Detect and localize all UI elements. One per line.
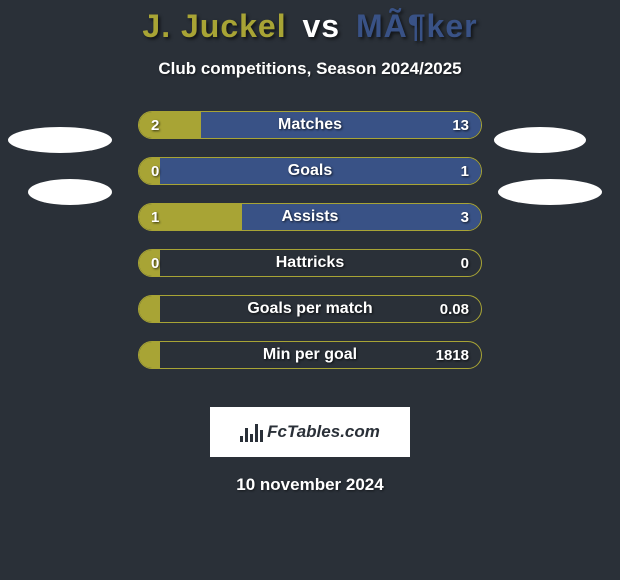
stat-value-player2: 1818 [436, 342, 469, 368]
stat-value-player1: 2 [151, 112, 159, 138]
stat-value-player2: 1 [461, 158, 469, 184]
stat-bar: 13Assists [138, 203, 482, 231]
logo-chart-icon [240, 422, 263, 442]
logo-box: FcTables.com [210, 407, 410, 457]
bar-fill-player2 [242, 204, 481, 230]
decorative-oval [498, 179, 602, 205]
player1-name: J. Juckel [142, 8, 286, 44]
subtitle: Club competitions, Season 2024/2025 [0, 59, 620, 79]
bar-fill-player1 [139, 296, 160, 322]
vs-label: vs [303, 8, 341, 44]
decorative-oval [494, 127, 586, 153]
stat-bar: 01Goals [138, 157, 482, 185]
bar-fill-player1 [139, 342, 160, 368]
stat-label: Hattricks [139, 250, 481, 276]
logo-text: FcTables.com [267, 422, 380, 442]
stat-value-player1: 1 [151, 204, 159, 230]
decorative-oval [8, 127, 112, 153]
date-text: 10 november 2024 [0, 475, 620, 495]
stat-value-player2: 0.08 [440, 296, 469, 322]
stat-bar: 213Matches [138, 111, 482, 139]
stat-bar: 1818Min per goal [138, 341, 482, 369]
player2-name: MÃ¶ker [356, 8, 478, 44]
decorative-oval [28, 179, 112, 205]
bar-fill-player1 [139, 112, 201, 138]
bars-container: 213Matches01Goals13Assists00Hattricks0.0… [138, 111, 482, 387]
stat-value-player2: 3 [461, 204, 469, 230]
stat-bar: 0 0Hattricks [138, 249, 482, 277]
stat-bar: 0.08Goals per match [138, 295, 482, 323]
bar-fill-player2 [160, 158, 481, 184]
stat-value-player1: 0 [151, 250, 159, 276]
chart-area: 213Matches01Goals13Assists00Hattricks0.0… [0, 111, 620, 401]
stat-value-player1: 0 [151, 158, 159, 184]
comparison-title: J. Juckel vs MÃ¶ker [0, 8, 620, 45]
stat-label: Goals per match [139, 296, 481, 322]
stat-label: Min per goal [139, 342, 481, 368]
stat-value-player2: 0 [461, 250, 469, 276]
bar-fill-player2 [201, 112, 481, 138]
stat-value-player2: 13 [452, 112, 469, 138]
